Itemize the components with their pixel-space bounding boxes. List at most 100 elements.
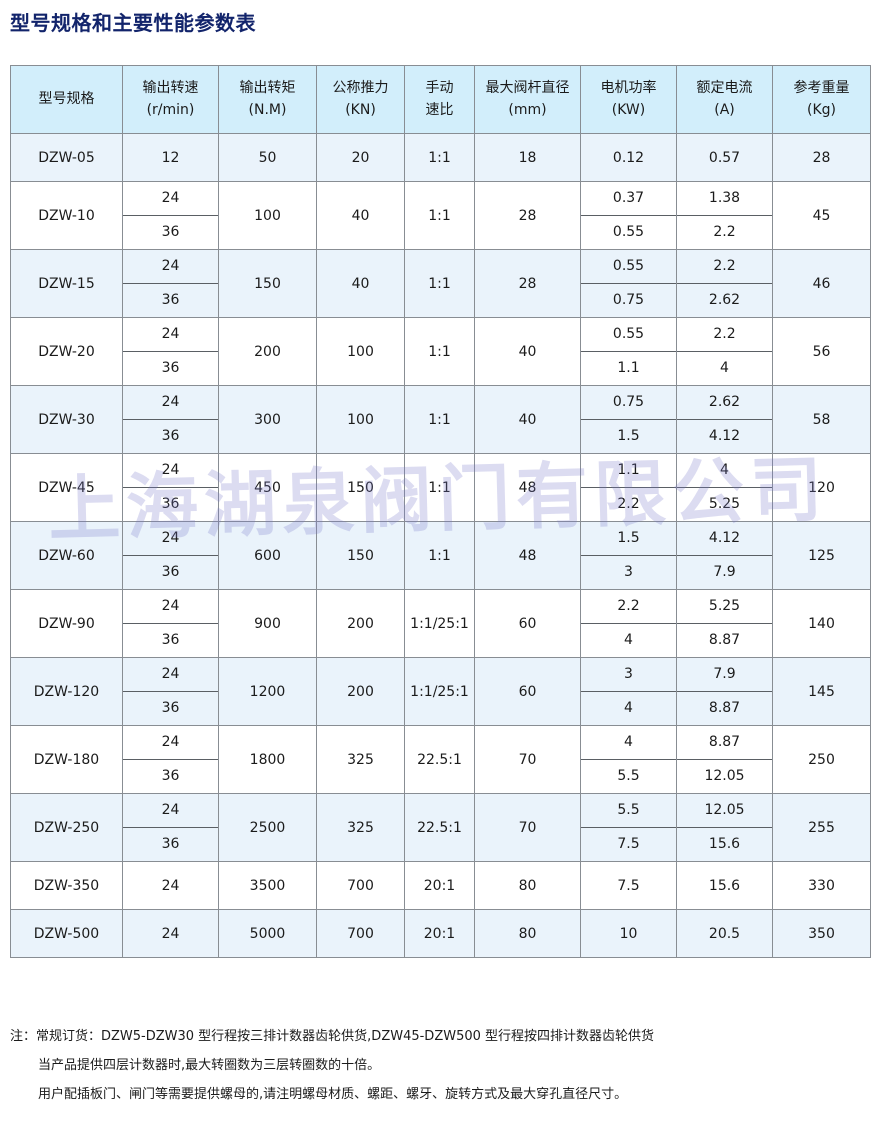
header-line2: (N.M): [248, 101, 287, 118]
cell-motor-power-bottom: 2.2: [617, 496, 640, 513]
cell-nominal-thrust: 325: [316, 725, 405, 794]
cell-rated-current-bottom: 7.9: [713, 564, 736, 581]
cell-motor-power-top: 3: [581, 658, 676, 692]
table-row: DZW-05 12 50 20 1:1 18 0.12 0.57 28: [10, 133, 871, 182]
cell-reference-weight: 45: [772, 181, 871, 250]
cell-model: DZW-180: [10, 725, 123, 794]
cell-motor-power: 4 5.5: [580, 725, 677, 794]
cell-output-speed: 24: [122, 861, 219, 910]
header-line2: (A): [714, 101, 735, 118]
cell-rated-current-bottom: 4: [720, 360, 729, 377]
header-line1: 最大阀杆直径: [485, 79, 570, 96]
cell-model: DZW-10: [10, 181, 123, 250]
cell-reference-weight: 350: [772, 909, 871, 958]
column-header-manual-ratio: 手动 速比: [404, 65, 475, 134]
cell-max-stem-diameter: 60: [474, 589, 581, 658]
cell-nominal-thrust: 100: [316, 317, 405, 386]
table-row: DZW-15 24 36 150 40 1:1 28 0.55 0.75 2.2 2.62 46: [10, 249, 871, 318]
cell-output-speed: 24 36: [122, 181, 219, 250]
cell-motor-power-bottom: 5.5: [617, 768, 640, 785]
cell-nominal-thrust: 200: [316, 657, 405, 726]
cell-output-speed-bottom: 36: [161, 564, 180, 581]
cell-output-speed-top: 24: [123, 250, 218, 284]
cell-max-stem-diameter: 70: [474, 725, 581, 794]
table-row: DZW-90 24 36 900 200 1:1/25:1 60 2.2 4 5.25 8.87 14…: [10, 589, 871, 658]
cell-reference-weight: 140: [772, 589, 871, 658]
cell-output-speed-top: 24: [123, 658, 218, 692]
cell-output-speed-bottom: 36: [161, 836, 180, 853]
header-line1: 额定电流: [696, 79, 753, 96]
table-row: DZW-60 24 36 600 150 1:1 48 1.5 3 4.12 7.9 125: [10, 521, 871, 590]
cell-reference-weight: 56: [772, 317, 871, 386]
table-row: DZW-45 24 36 450 150 1:1 48 1.1 2.2 4 5.25 120: [10, 453, 871, 522]
cell-rated-current-top: 4: [677, 454, 772, 488]
specification-table: 型号规格 输出转速 (r/min) 输出转矩 (N.M) 公称推力 (KN) 手…: [10, 65, 871, 958]
cell-motor-power-bottom: 1.5: [617, 428, 640, 445]
header-line1: 型号规格: [38, 90, 95, 107]
cell-rated-current: 1.38 2.2: [676, 181, 773, 250]
cell-output-torque: 5000: [218, 909, 317, 958]
cell-reference-weight: 46: [772, 249, 871, 318]
cell-rated-current-top: 2.2: [677, 250, 772, 284]
cell-reference-weight: 255: [772, 793, 871, 862]
cell-manual-ratio: 20:1: [404, 861, 475, 910]
cell-manual-ratio: 1:1: [404, 317, 475, 386]
cell-output-torque: 3500: [218, 861, 317, 910]
cell-output-speed: 24 36: [122, 249, 219, 318]
cell-output-speed-bottom: 36: [161, 224, 180, 241]
cell-motor-power: 2.2 4: [580, 589, 677, 658]
cell-max-stem-diameter: 80: [474, 909, 581, 958]
cell-output-speed: 24 36: [122, 725, 219, 794]
column-header-reference-weight: 参考重量 (Kg): [772, 65, 871, 134]
header-line1: 参考重量: [793, 79, 850, 96]
cell-reference-weight: 125: [772, 521, 871, 590]
header-line1: 电机功率: [600, 79, 657, 96]
footnote-line-3: 用户配插板门、闸门等需要提供螺母的,请注明螺母材质、螺距、螺牙、旋转方式及最大穿…: [38, 1087, 628, 1102]
cell-model: DZW-20: [10, 317, 123, 386]
cell-rated-current: 0.57: [676, 133, 773, 182]
cell-model: DZW-15: [10, 249, 123, 318]
cell-output-speed: 12: [122, 133, 219, 182]
table-row: DZW-180 24 36 1800 325 22.5:1 70 4 5.5 8.87 12.05 2…: [10, 725, 871, 794]
table-header: 型号规格 输出转速 (r/min) 输出转矩 (N.M) 公称推力 (KN) 手…: [10, 65, 871, 134]
cell-output-speed: 24 36: [122, 317, 219, 386]
cell-manual-ratio: 1:1: [404, 181, 475, 250]
cell-motor-power: 10: [580, 909, 677, 958]
cell-rated-current-top: 7.9: [677, 658, 772, 692]
cell-max-stem-diameter: 18: [474, 133, 581, 182]
cell-rated-current: 5.25 8.87: [676, 589, 773, 658]
cell-nominal-thrust: 325: [316, 793, 405, 862]
cell-reference-weight: 58: [772, 385, 871, 454]
cell-rated-current-bottom: 4.12: [708, 428, 741, 445]
cell-rated-current: 2.2 2.62: [676, 249, 773, 318]
header-line2: (KN): [345, 101, 376, 118]
column-header-rated-current: 额定电流 (A): [676, 65, 773, 134]
cell-reference-weight: 250: [772, 725, 871, 794]
table-row: DZW-10 24 36 100 40 1:1 28 0.37 0.55 1.38 2.2 45: [10, 181, 871, 250]
cell-output-speed-top: 24: [123, 454, 218, 488]
cell-max-stem-diameter: 48: [474, 453, 581, 522]
cell-max-stem-diameter: 28: [474, 181, 581, 250]
cell-rated-current-top: 5.25: [677, 590, 772, 624]
cell-motor-power: 0.55 0.75: [580, 249, 677, 318]
cell-output-speed-top: 24: [123, 726, 218, 760]
cell-motor-power-top: 0.37: [581, 182, 676, 216]
cell-output-speed: 24 36: [122, 793, 219, 862]
cell-reference-weight: 120: [772, 453, 871, 522]
cell-output-torque: 900: [218, 589, 317, 658]
cell-model: DZW-350: [10, 861, 123, 910]
cell-nominal-thrust: 200: [316, 589, 405, 658]
cell-motor-power-top: 1.5: [581, 522, 676, 556]
cell-rated-current-bottom: 2.2: [713, 224, 736, 241]
cell-motor-power-bottom: 4: [624, 700, 633, 717]
cell-rated-current: 2.62 4.12: [676, 385, 773, 454]
cell-model: DZW-30: [10, 385, 123, 454]
cell-output-speed: 24 36: [122, 385, 219, 454]
cell-output-speed: 24 36: [122, 657, 219, 726]
cell-output-speed-bottom: 36: [161, 496, 180, 513]
cell-output-torque: 200: [218, 317, 317, 386]
cell-output-speed-bottom: 36: [161, 632, 180, 649]
cell-motor-power: 0.55 1.1: [580, 317, 677, 386]
cell-rated-current-bottom: 8.87: [708, 700, 741, 717]
